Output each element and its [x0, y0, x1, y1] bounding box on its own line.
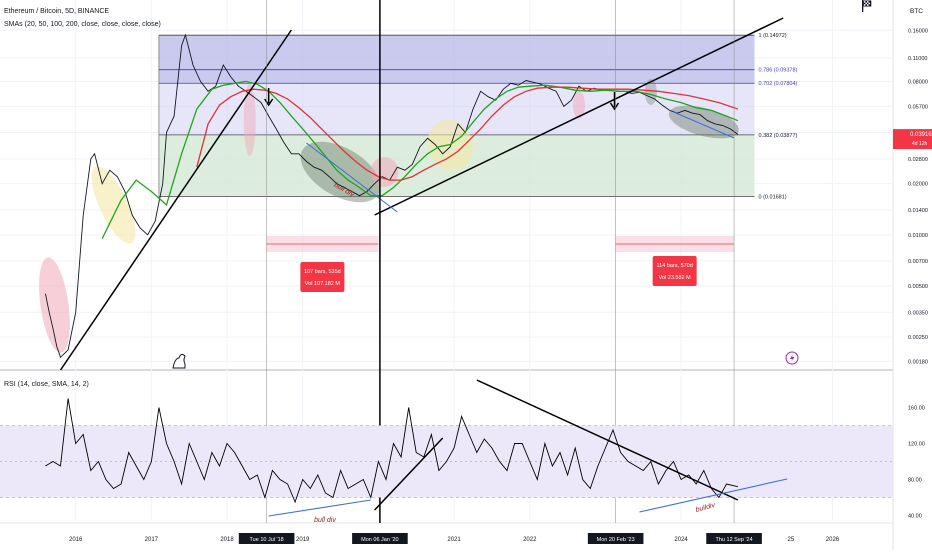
price-tick-label: 0.11000 [908, 56, 927, 62]
symbol-title: Ethereum / Bitcoin, 5D, BINANCE [4, 8, 110, 15]
highlight-ellipse [91, 166, 136, 244]
range-vol-label: Vol 23.582 M [659, 275, 692, 281]
price-tick-label: 0.02000 [908, 182, 928, 188]
fib-level-label: 0 (0.01681) [759, 194, 787, 200]
rsi-line [45, 398, 739, 504]
rsi-bull-div-label: bull div [314, 517, 336, 524]
down-arrow-icon [264, 98, 274, 107]
time-marker-label: Thu 12 Sep '24 [716, 537, 753, 543]
range-info-box [300, 262, 345, 292]
fib-level-label: 0.382 (0.03877) [759, 133, 798, 139]
price-tick-label: 0.02800 [908, 157, 928, 163]
fib-level-label: 1 (0.14972) [759, 33, 787, 39]
rsi-bulldiv-label: bulldiv [695, 502, 716, 514]
sma-red-line [196, 86, 739, 181]
highlight-ellipse [39, 257, 70, 353]
fib-zone-upper [158, 35, 755, 84]
time-tick-label: 2026 [826, 537, 840, 543]
time-marker-tag [238, 533, 295, 544]
rsi-tick-label: 160.00 [908, 406, 925, 412]
time-marker-tag [352, 533, 408, 544]
range-vol-label: Vol 107.182 M [305, 281, 341, 287]
range-bars-label: 114 bars, 570d [657, 263, 693, 269]
lightning-icon [790, 354, 795, 362]
tv-logo-icon [172, 353, 186, 369]
price-tick-label: 0.00500 [908, 284, 928, 290]
rsi-trend-line [476, 379, 739, 501]
time-tick-label: 2024 [674, 537, 688, 543]
time-marker-tag [706, 533, 762, 544]
time-marker-label: Mon 20 Feb '23 [597, 537, 635, 543]
time-tick-label: 2018 [220, 537, 234, 543]
highlight-ellipse [243, 84, 256, 156]
sma-green-line [101, 80, 739, 239]
tv-logo-icon [172, 353, 186, 369]
time-marker-label: Tue 10 Jul '18 [250, 537, 284, 543]
price-tick-label: 0.00250 [908, 335, 928, 341]
current-price-tag [893, 129, 932, 150]
countdown-label: 4d 12h [912, 141, 928, 147]
price-tick-label: 0.00700 [908, 259, 928, 265]
time-tick-label: 2016 [69, 537, 83, 543]
rsi-tick-label: 120.00 [908, 442, 925, 448]
highlight-ellipse [644, 79, 657, 105]
rsi-divergence-line [268, 499, 371, 517]
trend-line [59, 29, 292, 371]
price-tick-label: 0.01000 [908, 233, 928, 239]
time-tick-label: 2021 [447, 537, 461, 543]
price-tick-label: 0.05700 [908, 104, 928, 110]
trend-line [374, 17, 784, 216]
time-marker-tag [587, 533, 644, 544]
currency-label: BTC [910, 8, 923, 15]
time-tick-label: 25 [787, 537, 794, 543]
rsi-legend[interactable]: RSI (14, close, SMA, 14, 2) [4, 381, 89, 388]
rsi-divergence-line [639, 478, 788, 513]
divergence-line [306, 142, 398, 213]
current-price-label: 0.03916 [910, 132, 932, 138]
price-tick-label: 0.00180 [908, 359, 928, 365]
flag-icon[interactable] [862, 0, 872, 12]
lightning-icon [785, 351, 799, 365]
range-bars-label: 107 bars, 535d [304, 269, 341, 275]
divergence-line [673, 111, 735, 139]
highlight-ellipse [572, 91, 585, 119]
down-arrow-icon [609, 102, 620, 111]
time-marker-label: Mon 06 Jan '20 [361, 537, 398, 543]
rsi-tick-label: 40.00 [908, 514, 922, 520]
sma-legend[interactable]: SMAs (20, 50, 100, 200, close, close, cl… [4, 21, 161, 28]
highlight-ellipse [300, 141, 381, 203]
range-info-box [652, 256, 697, 286]
fib-level-label: 0.702 (0.07804) [759, 81, 798, 87]
time-tick-label: 2022 [523, 537, 537, 543]
price-tick-label: 0.00350 [908, 310, 928, 316]
price-tick-label: 0.08000 [908, 79, 928, 85]
price-tick-label: 0.16000 [908, 28, 928, 34]
lightning-icon [785, 351, 799, 365]
rsi-trend-line [374, 437, 444, 511]
time-tick-label: 2019 [296, 537, 310, 543]
fib-level-label: 0.786 (0.09378) [759, 68, 798, 74]
price-tick-label: 0.01400 [908, 208, 928, 214]
rsi-tick-label: 80.00 [908, 478, 922, 484]
time-tick-label: 2017 [145, 537, 159, 543]
